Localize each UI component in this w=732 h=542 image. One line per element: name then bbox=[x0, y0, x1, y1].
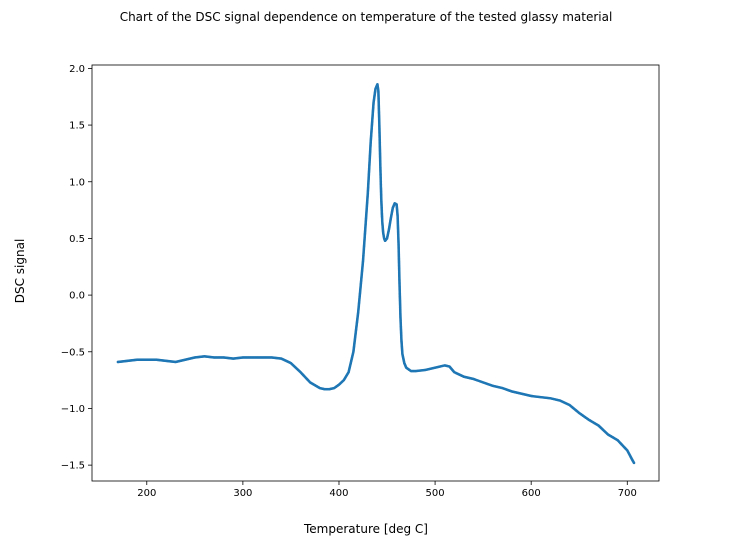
data-point-fill bbox=[396, 213, 399, 216]
data-point-fill bbox=[182, 358, 186, 362]
data-point-fill bbox=[336, 384, 340, 387]
x-tick-label: 300 bbox=[233, 488, 252, 499]
data-point-fill bbox=[259, 356, 263, 359]
data-point-fill bbox=[173, 360, 176, 364]
y-tick-label: 0.5 bbox=[69, 234, 85, 245]
data-point-fill bbox=[278, 357, 282, 360]
y-axis: −1.5 −1.0 −0.5 0.0 0.5 1.0 1.5 2.0 bbox=[61, 64, 92, 472]
data-point-fill bbox=[361, 260, 365, 264]
data-point-fill bbox=[378, 122, 381, 126]
data-point-fill bbox=[625, 448, 628, 451]
data-point-fill bbox=[632, 460, 635, 464]
y-tick-label: 1.5 bbox=[69, 121, 85, 132]
data-point-fill bbox=[397, 241, 400, 245]
data-point-fill bbox=[154, 358, 157, 362]
data-point-fill bbox=[432, 366, 436, 370]
plot-area bbox=[91, 64, 660, 482]
data-point-fill bbox=[163, 359, 167, 363]
chart-title: Chart of the DSC signal dependence on te… bbox=[120, 10, 613, 24]
data-point-fill bbox=[308, 380, 311, 383]
y-tick-label: 1.0 bbox=[69, 177, 85, 188]
data-point-fill bbox=[400, 337, 403, 341]
data-point-fill bbox=[341, 379, 345, 383]
data-point-fill bbox=[366, 192, 370, 196]
x-tick-label: 600 bbox=[522, 488, 541, 499]
y-tick-label: −0.5 bbox=[61, 347, 85, 358]
data-point-fill bbox=[378, 162, 382, 165]
data-point-fill bbox=[221, 356, 224, 359]
data-point-fill bbox=[471, 377, 474, 381]
data-point-fill bbox=[401, 351, 404, 355]
x-axis-label: Temperature [deg C] bbox=[303, 522, 428, 536]
x-tick-label: 200 bbox=[137, 488, 156, 499]
data-point-fill bbox=[356, 311, 360, 315]
data-point-fill bbox=[423, 368, 426, 372]
data-point-fill bbox=[211, 356, 215, 359]
data-point-fill bbox=[509, 389, 513, 393]
data-point-fill bbox=[192, 356, 196, 359]
data-point-fill bbox=[372, 102, 375, 105]
data-point-fill bbox=[125, 359, 128, 363]
data-point-fill bbox=[389, 217, 392, 221]
data-point-fill bbox=[230, 357, 234, 360]
data-point-fill bbox=[413, 369, 417, 373]
x-axis: 200 300 400 500 600 700 bbox=[137, 481, 637, 499]
data-point-fill bbox=[461, 374, 465, 378]
data-point-fill bbox=[399, 315, 402, 318]
data-point-fill bbox=[586, 417, 590, 421]
data-point-fill bbox=[519, 392, 522, 395]
y-tick-label: −1.0 bbox=[61, 404, 85, 415]
data-point-fill bbox=[490, 384, 493, 387]
data-point-fill bbox=[442, 364, 445, 367]
data-point-fill bbox=[567, 403, 570, 406]
data-point-fill bbox=[351, 351, 355, 355]
data-point-fill bbox=[480, 380, 484, 384]
x-tick-label: 400 bbox=[329, 488, 348, 499]
data-point-fill bbox=[240, 356, 244, 359]
data-point-fill bbox=[577, 410, 580, 414]
data-point-fill bbox=[381, 230, 385, 233]
y-tick-label: 0.0 bbox=[69, 291, 85, 302]
data-point-fill bbox=[298, 370, 302, 373]
data-point-fill bbox=[374, 88, 377, 92]
data-point-fill bbox=[499, 386, 503, 390]
data-point-fill bbox=[269, 356, 272, 359]
data-point-fill bbox=[538, 395, 542, 399]
data-point-fill bbox=[250, 356, 253, 359]
data-point-fill bbox=[380, 218, 384, 222]
data-point-fill bbox=[202, 355, 205, 358]
data-point-fill bbox=[346, 371, 350, 375]
data-point-fill bbox=[134, 358, 138, 362]
data-point-fill bbox=[144, 358, 148, 362]
data-point-fill bbox=[528, 394, 532, 398]
data-point-fill bbox=[398, 281, 401, 284]
data-series bbox=[116, 82, 636, 465]
x-tick-label: 500 bbox=[426, 488, 445, 499]
y-tick-label: −1.5 bbox=[61, 461, 85, 472]
y-tick-label: 2.0 bbox=[69, 64, 85, 75]
data-point-fill bbox=[379, 196, 383, 199]
y-axis-label: DSC signal bbox=[13, 239, 27, 304]
data-point-fill bbox=[288, 361, 292, 364]
data-point-fill bbox=[557, 398, 561, 402]
data-point-fill bbox=[376, 88, 380, 92]
data-point-fill bbox=[402, 360, 406, 364]
data-point-fill bbox=[615, 438, 619, 441]
x-tick-label: 700 bbox=[618, 488, 637, 499]
data-point-fill bbox=[387, 229, 391, 232]
data-point-fill bbox=[369, 141, 372, 145]
data-point-fill bbox=[391, 207, 394, 211]
data-point-fill bbox=[322, 387, 325, 391]
data-point-fill bbox=[548, 396, 551, 400]
data-point-fill bbox=[327, 387, 330, 391]
axes-frame bbox=[91, 64, 660, 482]
